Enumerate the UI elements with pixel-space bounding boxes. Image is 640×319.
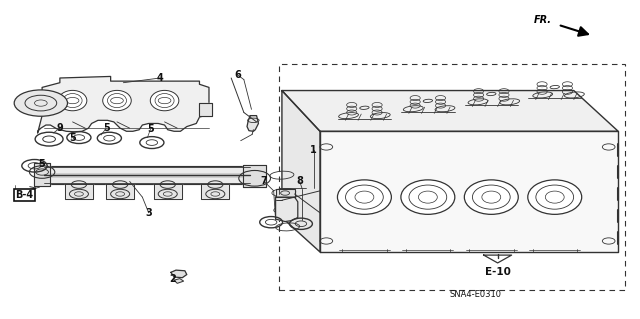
Polygon shape [171, 270, 187, 278]
Ellipse shape [401, 180, 455, 214]
Text: 9: 9 [56, 123, 63, 133]
Text: FR.: FR. [534, 15, 552, 25]
Text: B-4: B-4 [15, 189, 33, 200]
Polygon shape [276, 197, 298, 222]
Ellipse shape [150, 90, 179, 111]
Text: 7: 7 [260, 176, 268, 186]
Polygon shape [243, 165, 266, 187]
Polygon shape [38, 77, 209, 133]
Bar [279, 64, 625, 290]
Text: 8: 8 [296, 176, 303, 186]
Ellipse shape [465, 180, 518, 214]
Polygon shape [154, 184, 182, 199]
Circle shape [14, 90, 67, 116]
Text: 5: 5 [39, 159, 45, 169]
Polygon shape [320, 131, 618, 252]
Text: 4: 4 [157, 73, 163, 83]
Polygon shape [282, 91, 618, 131]
Ellipse shape [102, 90, 131, 111]
Polygon shape [106, 184, 134, 199]
Text: 5: 5 [69, 133, 76, 143]
Polygon shape [484, 255, 511, 263]
Ellipse shape [528, 180, 582, 214]
Text: 2: 2 [170, 274, 176, 284]
Text: 5: 5 [147, 124, 154, 134]
Text: E-10: E-10 [484, 267, 511, 277]
Polygon shape [174, 278, 184, 283]
Polygon shape [282, 91, 320, 252]
Polygon shape [200, 103, 212, 115]
Ellipse shape [58, 90, 87, 111]
Text: 1: 1 [310, 145, 317, 155]
Text: 5: 5 [103, 123, 109, 133]
Text: SNA4-E0310: SNA4-E0310 [449, 290, 501, 299]
Polygon shape [247, 115, 259, 131]
Ellipse shape [337, 180, 392, 214]
Polygon shape [202, 184, 229, 199]
Text: 3: 3 [145, 208, 152, 218]
Polygon shape [65, 184, 93, 199]
Text: 6: 6 [234, 70, 241, 80]
Polygon shape [276, 189, 294, 197]
Polygon shape [44, 167, 250, 184]
Polygon shape [35, 163, 51, 186]
